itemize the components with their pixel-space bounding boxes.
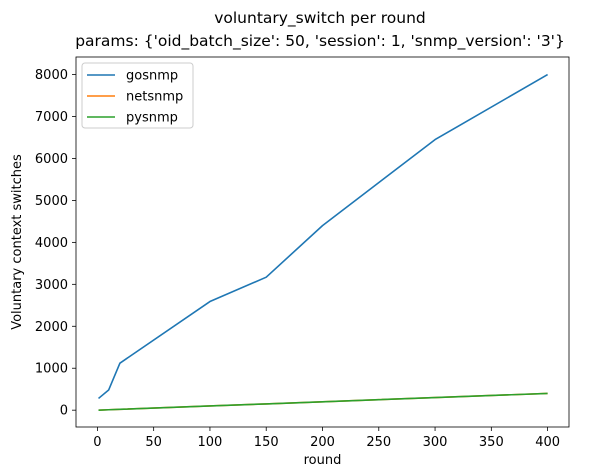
y-axis-label: Voluntary context switches — [10, 154, 25, 330]
series-line-pysnmp — [98, 392, 548, 411]
x-tick-label: 400 — [535, 435, 560, 450]
series-lines — [97, 73, 549, 411]
x-tick-label: 300 — [423, 435, 448, 450]
legend-box — [81, 62, 194, 129]
x-tick-label: 250 — [366, 435, 391, 450]
y-tick-label: 5000 — [35, 194, 68, 209]
y-axis: 0 1000 2000 3000 4000 5000 6000 7000 8000 — [35, 68, 76, 419]
chart-title-line-1: voluntary_switch per round — [214, 9, 426, 28]
x-tick-label: 0 — [93, 435, 101, 450]
x-axis-label: round — [304, 453, 342, 468]
y-tick-label: 4000 — [35, 236, 68, 251]
plot-frame — [75, 56, 570, 428]
x-tick-label: 50 — [145, 435, 162, 450]
y-tick-label: 3000 — [35, 278, 68, 293]
y-tick-label: 1000 — [35, 362, 68, 377]
legend-label-pysnmp: pysnmp — [126, 111, 178, 126]
y-tick-label: 7000 — [35, 110, 68, 125]
legend: gosnmp netsnmp pysnmp — [81, 62, 194, 129]
x-tick-label: 100 — [198, 435, 223, 450]
legend-label-gosnmp: gosnmp — [126, 69, 178, 84]
y-tick-label: 6000 — [35, 152, 68, 167]
series-line-gosnmp — [97, 73, 549, 400]
y-tick-label: 2000 — [35, 320, 68, 335]
x-tick-label: 200 — [310, 435, 335, 450]
x-tick-label: 150 — [254, 435, 279, 450]
x-axis: 0 50 100 150 200 250 300 350 400 — [93, 427, 560, 450]
legend-label-netsnmp: netsnmp — [126, 90, 183, 105]
y-tick-label: 8000 — [35, 68, 68, 83]
y-tick-label: 0 — [60, 404, 68, 419]
chart-title-line-2: params: {'oid_batch_size': 50, 'session'… — [75, 32, 565, 51]
x-tick-label: 350 — [479, 435, 504, 450]
